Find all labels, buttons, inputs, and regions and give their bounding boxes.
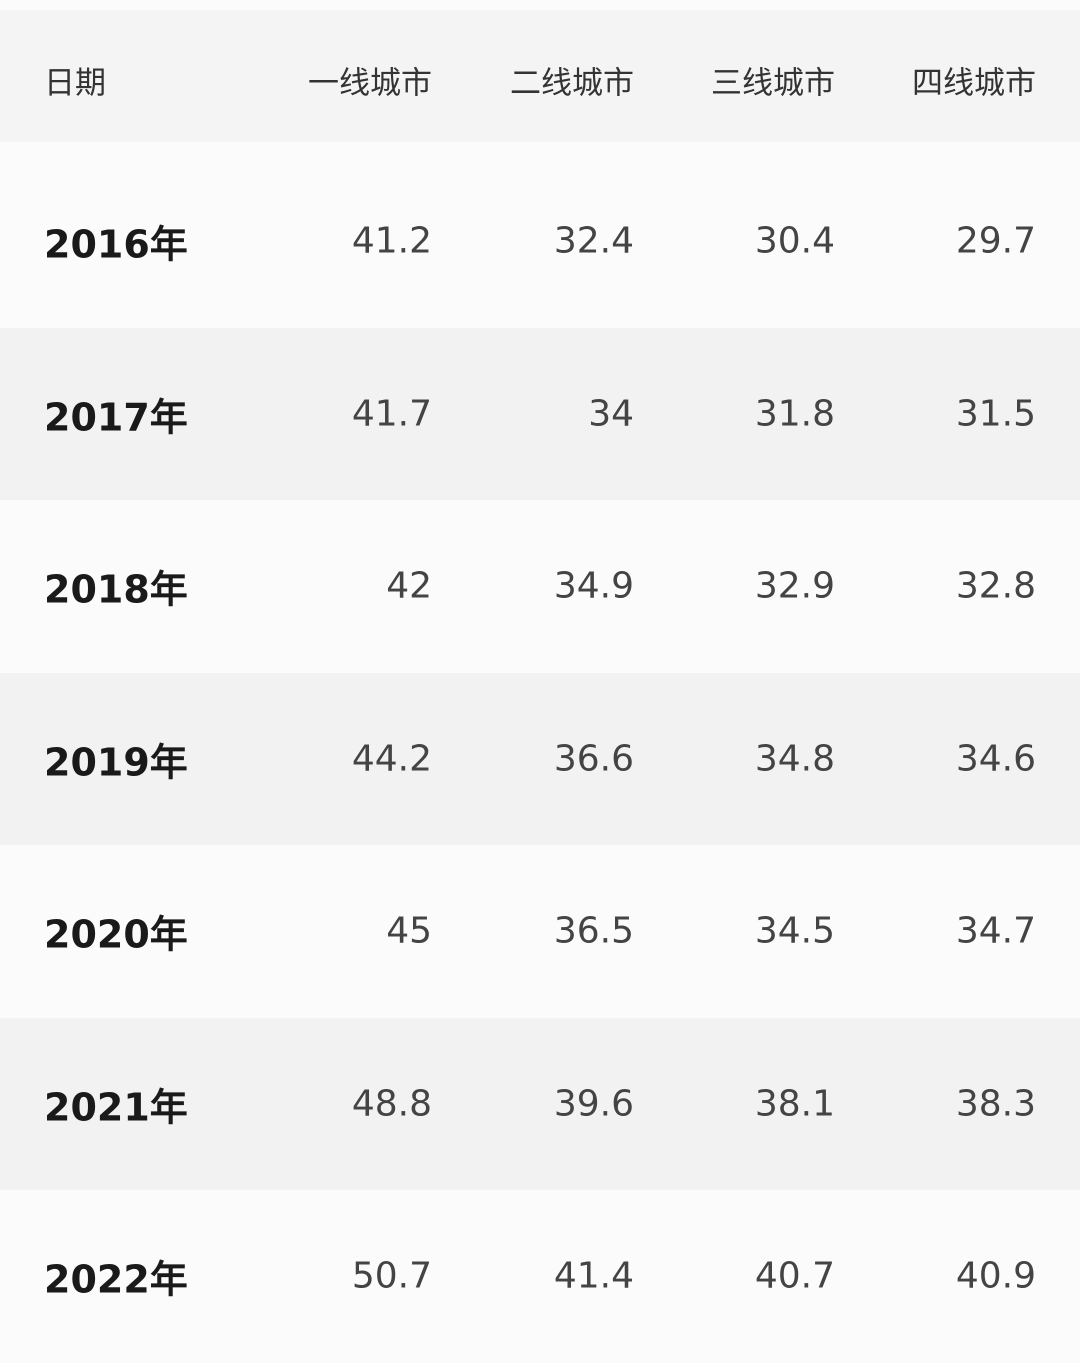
row-label: 2022年	[44, 1257, 188, 1302]
table-cell: 40.9	[955, 1255, 1036, 1297]
table-cell: 38.3	[955, 1083, 1036, 1125]
row-background	[0, 672, 1080, 845]
table-cell: 45	[386, 910, 432, 952]
table-cell: 38.1	[754, 1083, 835, 1125]
table-cell: 32.9	[754, 565, 835, 607]
row-label: 2016年	[44, 222, 188, 267]
table-cell: 34.8	[754, 738, 835, 780]
table-cell: 34.7	[955, 910, 1036, 952]
table-cell: 36.5	[553, 910, 634, 952]
header-cell: 二线城市	[510, 65, 634, 102]
table-cell: 40.7	[754, 1255, 835, 1297]
table-cell: 34	[588, 393, 634, 435]
header-cell: 三线城市	[711, 65, 835, 102]
row-label: 2018年	[44, 567, 188, 612]
table-cell: 41.2	[351, 220, 432, 262]
header-cell: 一线城市	[308, 65, 432, 102]
row-label: 2017年	[44, 395, 188, 440]
row-label: 2020年	[44, 912, 188, 957]
table-cell: 31.8	[754, 393, 835, 435]
table-cell: 31.5	[955, 393, 1036, 435]
row-label: 2019年	[44, 740, 188, 785]
header-cell: 四线城市	[912, 65, 1036, 102]
table-cell: 41.7	[351, 393, 432, 435]
row-label: 2021年	[44, 1085, 188, 1130]
table-cell: 48.8	[351, 1083, 432, 1125]
table-cell: 41.4	[553, 1255, 634, 1297]
table-cell: 29.7	[955, 220, 1036, 262]
table-cell: 34.5	[754, 910, 835, 952]
row-background	[0, 1190, 1080, 1363]
header-background	[0, 10, 1080, 142]
table-cell: 32.8	[955, 565, 1036, 607]
row-background	[0, 155, 1080, 328]
row-background	[0, 500, 1080, 673]
table-cell: 50.7	[351, 1255, 432, 1297]
table-cell: 44.2	[351, 738, 432, 780]
header-cell: 日期	[44, 65, 106, 102]
table-cell: 32.4	[553, 220, 634, 262]
table-cell: 39.6	[553, 1083, 634, 1125]
row-background	[0, 845, 1080, 1018]
table-cell: 36.6	[553, 738, 634, 780]
row-background	[0, 1017, 1080, 1190]
row-background	[0, 327, 1080, 500]
table-cell: 42	[386, 565, 432, 607]
table-cell: 34.6	[955, 738, 1036, 780]
table-cell: 34.9	[553, 565, 634, 607]
table-cell: 30.4	[754, 220, 835, 262]
